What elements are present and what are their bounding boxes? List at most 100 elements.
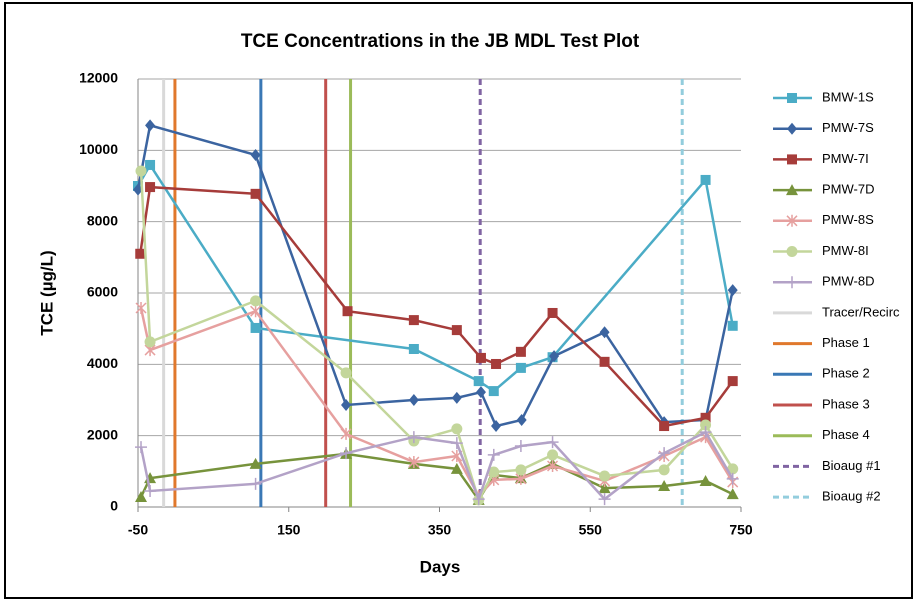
marker: [475, 386, 486, 399]
x-tick-label: 350: [428, 522, 452, 538]
marker: [787, 122, 797, 135]
x-tick-label: -50: [128, 522, 148, 538]
marker: [515, 362, 526, 373]
y-tick-label: 10000: [79, 141, 118, 157]
marker: [144, 336, 156, 348]
marker: [144, 484, 157, 497]
marker: [250, 148, 261, 161]
legend-label: PMW-8D: [822, 274, 874, 289]
marker: [787, 93, 797, 103]
marker: [658, 464, 670, 476]
marker: [135, 301, 147, 314]
legend-label: PMW-7D: [822, 182, 874, 197]
marker: [515, 346, 526, 357]
marker: [340, 447, 353, 460]
legend-label: PMW-7S: [822, 120, 874, 135]
marker: [145, 182, 156, 193]
marker: [135, 441, 148, 454]
marker: [408, 456, 420, 469]
legend-label: Phase 1: [822, 335, 870, 350]
x-tick-label: 750: [729, 522, 753, 538]
marker: [491, 358, 502, 369]
marker: [515, 464, 527, 476]
marker: [700, 412, 711, 423]
marker: [250, 305, 262, 318]
series-line: [139, 170, 734, 504]
marker: [598, 482, 611, 494]
marker: [407, 431, 420, 444]
series-line: [139, 185, 734, 428]
y-tick-label: 8000: [87, 212, 118, 228]
x-tick-label: 550: [579, 522, 603, 538]
marker: [451, 325, 462, 336]
series-line: [136, 123, 734, 428]
marker: [488, 466, 500, 478]
marker: [145, 159, 156, 170]
marker: [250, 295, 262, 307]
marker: [516, 413, 527, 426]
legend-label: PMW-7I: [822, 151, 869, 166]
marker: [451, 391, 462, 404]
marker: [658, 447, 671, 460]
marker: [786, 184, 798, 196]
legend-label: BMW-1S: [822, 89, 874, 104]
marker: [599, 326, 610, 339]
marker: [549, 350, 560, 363]
chart-title: TCE Concentrations in the JB MDL Test Pl…: [241, 31, 640, 52]
marker: [599, 470, 611, 482]
marker: [473, 376, 484, 387]
legend-label: Phase 4: [822, 427, 870, 442]
marker: [599, 356, 610, 367]
marker: [700, 174, 711, 185]
legend-label: PMW-8S: [822, 212, 874, 227]
marker: [700, 419, 712, 431]
marker: [727, 284, 738, 297]
legend-label: Phase 2: [822, 366, 870, 381]
marker: [786, 246, 798, 257]
marker: [514, 440, 527, 453]
marker: [727, 463, 739, 475]
legend-label: Bioaug #2: [822, 489, 881, 504]
y-tick-label: 6000: [87, 284, 118, 300]
x-axis-label: Days: [420, 557, 461, 576]
marker: [250, 188, 261, 199]
marker: [135, 248, 146, 259]
marker: [658, 479, 671, 491]
marker: [475, 352, 486, 363]
marker: [546, 436, 559, 449]
marker: [787, 154, 797, 165]
marker: [726, 488, 739, 500]
marker: [699, 474, 712, 486]
y-tick-label: 2000: [87, 426, 118, 442]
marker: [726, 472, 739, 485]
marker: [408, 394, 419, 406]
marker: [408, 315, 419, 326]
legend-label: PMW-8I: [822, 243, 869, 258]
x-tick-label: 150: [277, 522, 301, 538]
marker: [340, 427, 352, 440]
marker: [249, 457, 262, 469]
marker: [135, 491, 148, 503]
marker: [488, 386, 499, 397]
marker: [472, 493, 485, 506]
marker: [727, 376, 738, 387]
marker: [145, 119, 156, 132]
marker: [450, 462, 463, 474]
marker: [135, 165, 147, 177]
marker: [547, 449, 559, 461]
chart-border: [4, 2, 913, 599]
legend-label: Tracer/Recirc: [822, 304, 900, 319]
marker: [451, 423, 463, 435]
marker: [727, 320, 738, 331]
legend-label: Bioaug #1: [822, 458, 881, 473]
marker: [786, 276, 798, 289]
series-line: [136, 162, 734, 393]
series-line: [139, 430, 734, 503]
marker: [250, 322, 261, 333]
marker: [598, 493, 611, 506]
marker: [786, 214, 798, 227]
marker: [341, 398, 352, 411]
y-tick-label: 12000: [79, 70, 118, 86]
marker: [249, 477, 262, 490]
